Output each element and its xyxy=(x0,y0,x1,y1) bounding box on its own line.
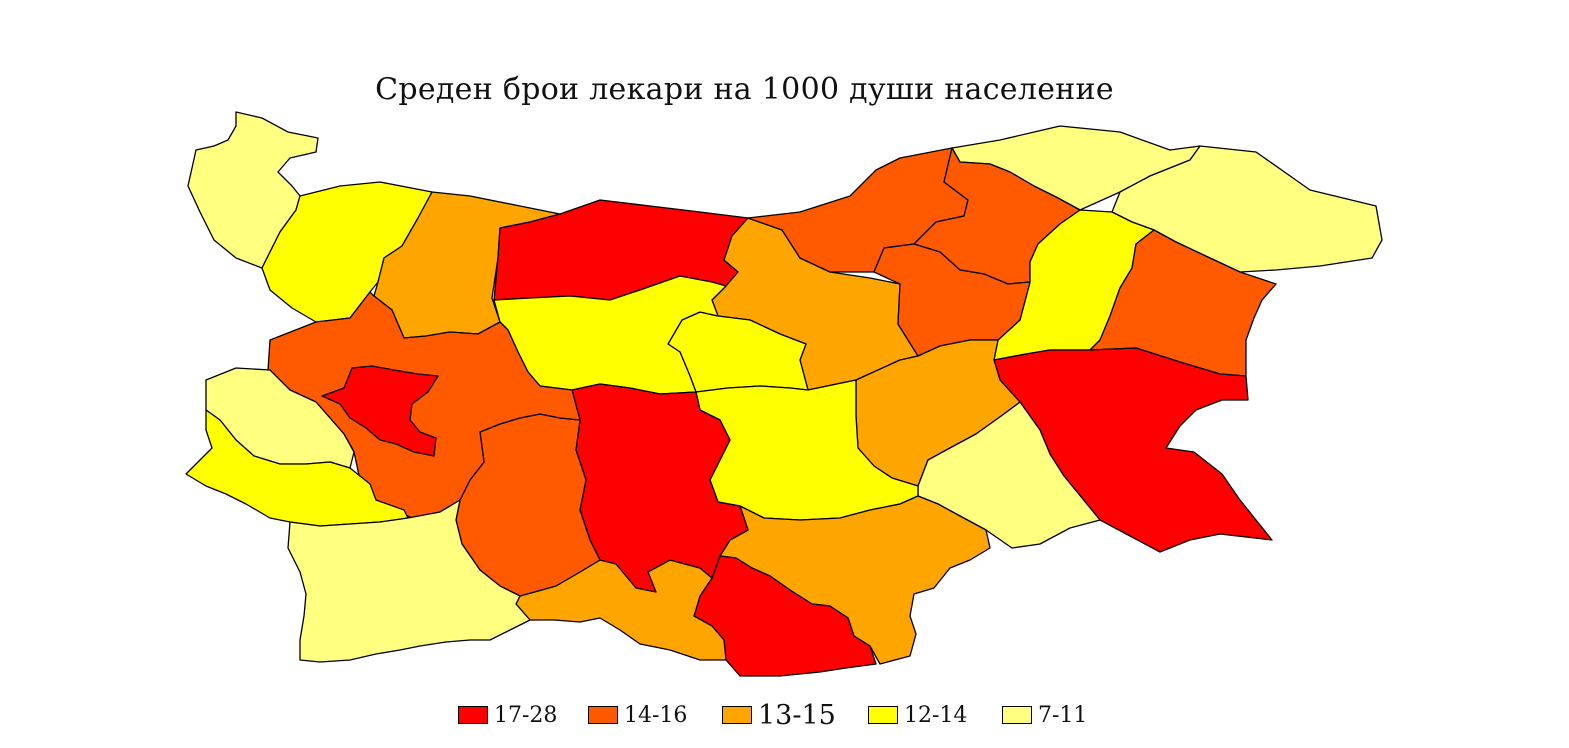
legend-item-17-28: 17-28 xyxy=(458,700,557,730)
legend-swatch xyxy=(722,706,752,724)
legend-item-12-14: 12-14 xyxy=(868,700,967,730)
legend-swatch xyxy=(588,706,618,724)
legend: 17-28 14-16 13-15 12-14 7-11 xyxy=(0,699,1569,731)
legend-swatch xyxy=(1002,706,1032,724)
legend-label: 17-28 xyxy=(494,702,558,728)
legend-item-7-11: 7-11 xyxy=(1002,700,1087,730)
legend-label: 13-15 xyxy=(758,699,836,731)
legend-label: 14-16 xyxy=(624,702,688,728)
region-blagoevgrad[interactable] xyxy=(287,499,531,663)
legend-item-14-16: 14-16 xyxy=(588,700,687,730)
region-sofia-city[interactable] xyxy=(321,365,439,457)
map-title: Среден брои лекари на 1000 души населени… xyxy=(375,72,1114,107)
legend-label: 12-14 xyxy=(904,702,968,728)
legend-swatch xyxy=(458,706,488,724)
legend-swatch xyxy=(868,706,898,724)
legend-item-13-15: 13-15 xyxy=(722,699,836,731)
legend-label: 7-11 xyxy=(1038,702,1088,728)
